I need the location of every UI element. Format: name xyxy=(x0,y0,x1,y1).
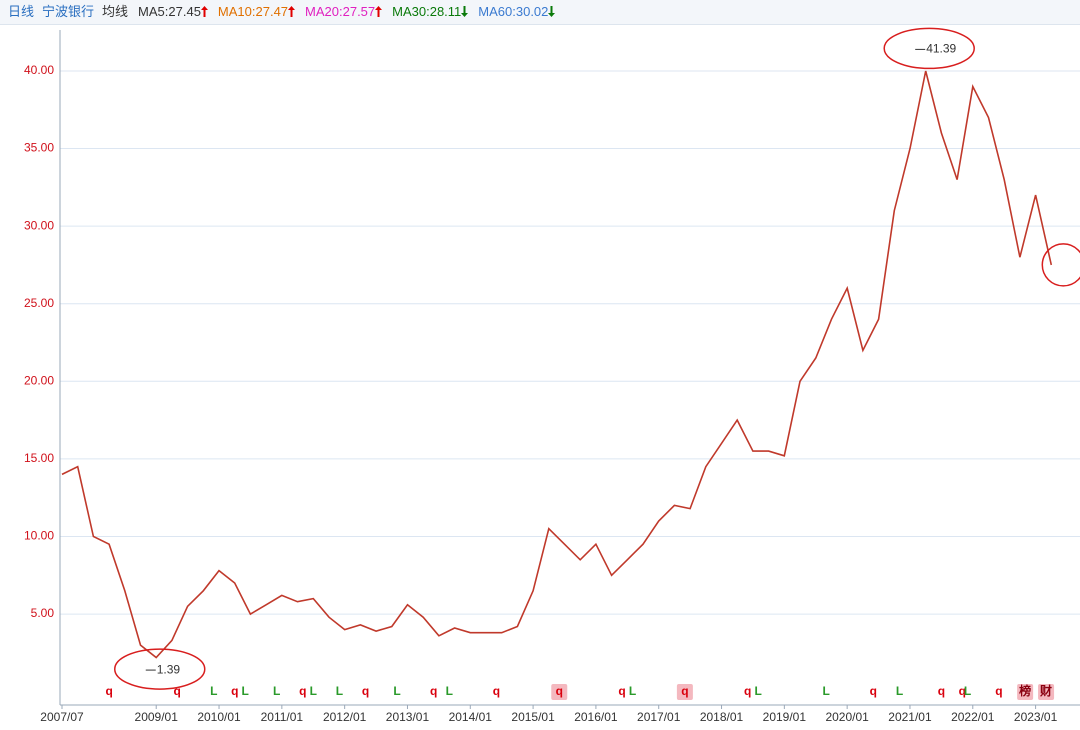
event-marker: L xyxy=(755,684,762,698)
event-marker: q xyxy=(870,684,877,698)
trend-arrow xyxy=(288,6,296,17)
arrow xyxy=(375,6,383,17)
annotation-label: 1.39 xyxy=(157,662,181,676)
trend-arrow xyxy=(375,6,383,17)
header-item: 均线 xyxy=(102,4,129,19)
event-marker: q xyxy=(362,684,369,698)
event-marker: q xyxy=(681,684,688,698)
arrow xyxy=(461,6,469,17)
event-marker: q xyxy=(995,684,1002,698)
x-tick-label: 2007/07 xyxy=(40,710,84,724)
header: 日线 宁波银行 均线 MA5:27.45 MA10:27.47 MA20:27.57 MA3… xyxy=(0,0,1080,25)
x-tick-label: 2014/01 xyxy=(449,710,493,724)
x-tick-label: 2011/01 xyxy=(261,710,304,724)
event-marker: L xyxy=(896,684,903,698)
x-tick-label: 2012/01 xyxy=(323,710,367,724)
event-marker: L xyxy=(336,684,343,698)
event-marker: q xyxy=(938,684,945,698)
event-marker: q xyxy=(231,684,238,698)
event-marker: L xyxy=(242,684,249,698)
price-line xyxy=(61,70,1053,659)
x-tick-label: 2013/01 xyxy=(386,710,430,724)
event-marker: q xyxy=(105,684,112,698)
x-tick-label: 2010/01 xyxy=(197,710,241,724)
event-marker: q xyxy=(618,684,625,698)
event-marker: 榜 xyxy=(1019,683,1031,698)
event-marker: L xyxy=(393,684,400,698)
y-tick-label: 30.00 xyxy=(24,218,54,232)
ma-label: MA60:30.02 xyxy=(478,4,549,19)
x-tick-label: 2017/01 xyxy=(637,710,681,724)
ma-label: MA5:27.45 xyxy=(138,4,201,19)
y-tick-label: 35.00 xyxy=(24,141,54,155)
event-marker: L xyxy=(629,684,636,698)
y-tick-label: 5.00 xyxy=(31,606,55,620)
annotation-circle xyxy=(883,27,975,70)
ma-label: MA20:27.57 xyxy=(305,4,376,19)
event-marker: q xyxy=(959,684,966,698)
marker-box xyxy=(551,684,568,700)
event-marker: q xyxy=(556,684,563,698)
event-marker: 财 xyxy=(1039,683,1052,698)
x-tick-label: 2020/01 xyxy=(825,710,869,724)
arrow xyxy=(288,6,296,17)
trend-arrow xyxy=(548,6,556,17)
annotation-circle xyxy=(114,648,206,690)
event-marker: q xyxy=(744,684,751,698)
marker-box xyxy=(1017,684,1034,700)
arrow xyxy=(548,6,556,17)
event-marker: L xyxy=(310,684,317,698)
trend-arrow xyxy=(461,6,469,17)
marker-box xyxy=(676,684,693,700)
x-tick-label: 2021/01 xyxy=(888,710,932,724)
y-tick-label: 20.00 xyxy=(24,373,54,387)
event-marker: L xyxy=(210,684,217,698)
event-marker: q xyxy=(173,684,180,698)
annotation-label: 41.39 xyxy=(926,42,956,56)
x-tick-label: 2022/01 xyxy=(951,710,995,724)
x-tick-label: 2019/01 xyxy=(763,710,807,724)
trend-arrow xyxy=(200,6,208,17)
marker-box xyxy=(1038,684,1055,700)
header-item: 宁波银行 xyxy=(42,4,95,19)
header-item: 日线 xyxy=(8,4,35,19)
event-marker: L xyxy=(273,684,280,698)
event-marker: q xyxy=(493,684,500,698)
y-tick-label: 10.00 xyxy=(24,529,54,543)
event-marker: q xyxy=(299,684,306,698)
y-tick-label: 40.00 xyxy=(24,63,54,77)
ma-label: MA30:28.11 xyxy=(392,4,462,19)
x-tick-label: 2018/01 xyxy=(700,710,744,724)
x-tick-label: 2009/01 xyxy=(135,710,179,724)
arrow xyxy=(200,6,208,17)
highlight-circle xyxy=(1041,243,1080,287)
y-tick-label: 15.00 xyxy=(24,451,54,465)
event-marker: L xyxy=(964,684,971,698)
y-tick-label: 25.00 xyxy=(24,296,54,310)
event-marker: L xyxy=(823,684,830,698)
x-tick-label: 2015/01 xyxy=(511,710,555,724)
event-marker: L xyxy=(446,684,453,698)
ma-label: MA10:27.47 xyxy=(217,4,289,19)
x-tick-label: 2016/01 xyxy=(574,710,618,724)
x-tick-label: 2023/01 xyxy=(1014,710,1058,724)
event-marker: q xyxy=(430,684,437,698)
